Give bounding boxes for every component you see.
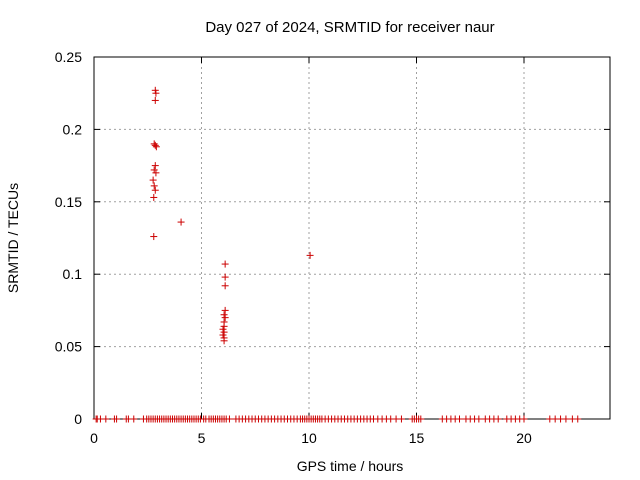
y-tick-label: 0 xyxy=(74,411,82,427)
y-tick-label: 0.05 xyxy=(55,339,82,355)
data-point xyxy=(151,96,159,104)
data-point xyxy=(150,182,158,190)
data-point-zero xyxy=(102,415,110,423)
x-tick-label: 0 xyxy=(90,430,98,446)
x-tick-label: 20 xyxy=(516,430,532,446)
data-point-zero xyxy=(130,415,138,423)
tick-label-layer: 0 0.05 0.1 0.15 0.2 0.25 0 5 10 15 20 xyxy=(55,49,532,446)
data-point xyxy=(221,282,229,290)
data-point-zero xyxy=(417,415,425,423)
data-point xyxy=(151,141,159,149)
data-point xyxy=(152,89,160,97)
y-tick-label: 0.2 xyxy=(63,121,83,137)
data-point xyxy=(219,331,227,339)
data-point-zero xyxy=(562,415,570,423)
y-axis-label: SRMTID / TECUs xyxy=(5,183,21,293)
data-point xyxy=(151,86,159,94)
data-point xyxy=(221,306,229,314)
y-tick-label: 0.1 xyxy=(63,266,83,282)
data-point-zero xyxy=(494,415,502,423)
data-point xyxy=(220,311,228,319)
data-point xyxy=(150,166,158,174)
data-point-zero xyxy=(113,415,121,423)
data-point xyxy=(152,169,160,177)
x-axis-label: GPS time / hours xyxy=(297,458,404,474)
data-point xyxy=(221,273,229,281)
data-point xyxy=(152,143,160,151)
data-point xyxy=(151,186,159,194)
grid-layer xyxy=(94,57,610,419)
tick-layer xyxy=(93,56,610,420)
data-point-zero xyxy=(225,415,233,423)
data-point xyxy=(149,176,157,184)
data-point-zero xyxy=(456,415,463,423)
data-point xyxy=(306,251,314,259)
x-tick-label: 15 xyxy=(409,430,425,446)
data-point-zero xyxy=(520,415,528,423)
data-point-zero xyxy=(574,415,582,423)
data-point xyxy=(150,233,158,241)
data-marks xyxy=(92,86,582,423)
data-point-zero xyxy=(397,415,405,423)
data-point xyxy=(220,337,228,345)
y-tick-label: 0.25 xyxy=(55,49,82,65)
plot-frame xyxy=(93,56,611,420)
x-tick-label: 10 xyxy=(301,430,317,446)
data-point-zero xyxy=(475,415,483,423)
x-tick-label: 5 xyxy=(198,430,206,446)
y-tick-label: 0.15 xyxy=(55,194,82,210)
data-point xyxy=(221,314,229,322)
data-point xyxy=(221,260,229,268)
data-point xyxy=(177,218,185,226)
chart-title: Day 027 of 2024, SRMTID for receiver nau… xyxy=(205,19,494,36)
data-point xyxy=(150,193,158,201)
data-point xyxy=(151,162,159,170)
